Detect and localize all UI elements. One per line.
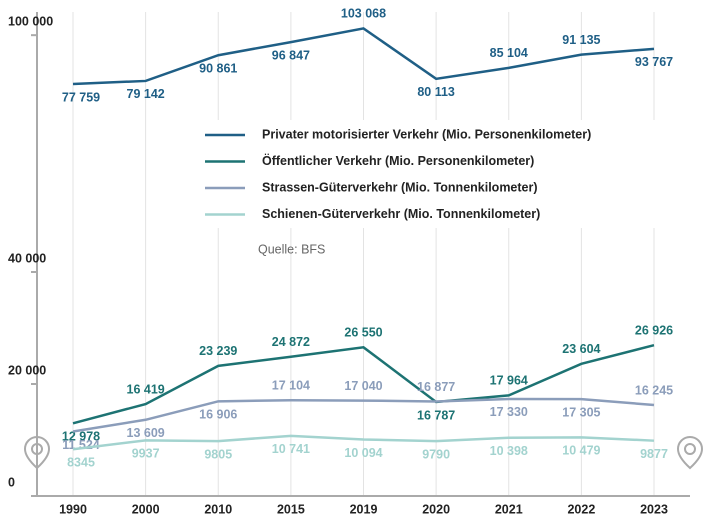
legend-label: Öffentlicher Verkehr (Mio. Personenkilom… [262, 153, 534, 168]
value-label: 16 245 [635, 383, 673, 397]
value-label: 16 419 [127, 382, 165, 396]
value-label: 17 330 [490, 405, 528, 419]
x-tick-label: 2020 [422, 502, 450, 516]
value-label: 17 305 [562, 405, 600, 419]
y-tick-label: 20 000 [8, 363, 46, 377]
y-tick-label: 0 [8, 475, 15, 489]
y-tick-label: 100 000 [8, 14, 53, 28]
series-line [72, 344, 655, 425]
value-label: 10 398 [490, 444, 528, 458]
value-label: 90 861 [199, 62, 237, 76]
value-label: 77 759 [62, 90, 100, 104]
value-label: 9805 [204, 447, 232, 461]
value-label: 10 094 [344, 446, 382, 460]
series-line [72, 434, 655, 451]
value-label: 103 068 [341, 7, 386, 21]
value-label: 26 926 [635, 324, 673, 338]
value-label: 23 239 [199, 344, 237, 358]
value-label: 24 872 [272, 335, 310, 349]
series-line [72, 397, 655, 433]
value-label: 26 550 [344, 326, 382, 340]
value-label: 9790 [422, 447, 450, 461]
y-tick-label: 40 000 [8, 251, 46, 265]
x-tick-label: 2010 [204, 502, 232, 516]
legend-label: Privater motorisierter Verkehr (Mio. Per… [262, 127, 591, 141]
value-label: 16 906 [199, 408, 237, 422]
x-tick-label: 2022 [567, 502, 595, 516]
source: Quelle: BFS [258, 242, 325, 256]
value-label: 17 040 [344, 379, 382, 393]
pin-left [23, 436, 51, 470]
series-line [72, 27, 655, 86]
value-label: 80 113 [417, 85, 455, 99]
value-label: 12 978 [62, 430, 100, 444]
value-label: 17 104 [272, 379, 310, 393]
pin-right [676, 436, 704, 470]
value-label: 17 964 [490, 374, 528, 388]
value-label: 23 604 [562, 342, 600, 356]
value-label: 13 609 [127, 426, 165, 440]
legend-label: Schienen-Güterverkehr (Mio. Tonnenkilome… [262, 207, 540, 221]
x-tick-label: 2023 [640, 502, 668, 516]
value-label: 11 524 [62, 438, 100, 452]
value-label: 10 741 [272, 442, 310, 456]
x-tick-label: 2019 [350, 502, 378, 516]
x-tick-label: 2021 [495, 502, 523, 516]
value-label: 79 142 [127, 87, 165, 101]
x-tick-label: 2015 [277, 502, 305, 516]
value-label: 96 847 [272, 48, 310, 62]
legend-background [195, 120, 675, 228]
value-label: 10 479 [562, 444, 600, 458]
x-tick-label: 2000 [132, 502, 160, 516]
value-label: 8345 [67, 456, 95, 470]
value-label: 16 877 [417, 380, 455, 394]
value-label: 16 787 [417, 408, 455, 422]
value-label: 91 135 [562, 33, 600, 47]
value-label: 9937 [132, 447, 160, 461]
value-label: 93 767 [635, 55, 673, 69]
value-label: 9877 [640, 447, 668, 461]
value-label: 85 104 [490, 46, 528, 60]
legend-label: Strassen-Güterverkehr (Mio. Tonnenkilome… [262, 180, 538, 194]
x-tick-label: 1990 [59, 502, 87, 516]
